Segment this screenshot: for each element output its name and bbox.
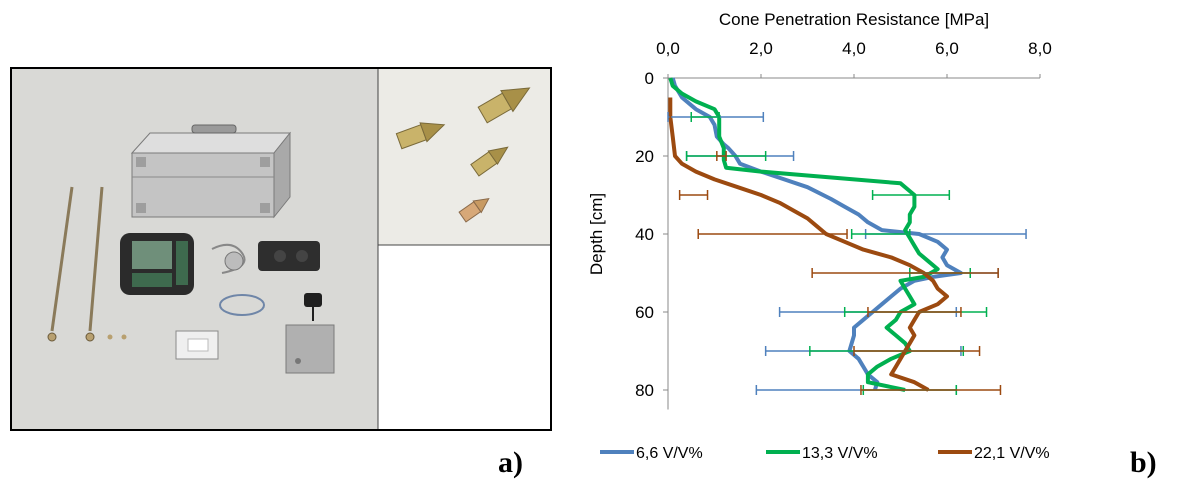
x-tick-labels: 0,0 2,0 4,0 6,0 8,0: [656, 39, 1052, 78]
error-bar-3: [697, 229, 848, 239]
error-bar-3: [678, 190, 709, 200]
accessories-icon: [219, 241, 322, 321]
error-bar-2: [690, 112, 720, 122]
legend-label: 6,6 V/V%: [636, 445, 703, 462]
x-tick-label: 2,0: [749, 39, 773, 58]
y-tick-labels: 0 20 40 60 80: [635, 69, 668, 400]
y-axis-title: Depth [cm]: [587, 193, 606, 275]
equipment-photo: [10, 67, 552, 431]
legend-label: 22,1 V/V%: [974, 445, 1050, 462]
error-bar-3: [860, 385, 1002, 395]
x-tick-label: 4,0: [842, 39, 866, 58]
penetrometer-rod-icon: [47, 186, 127, 342]
data-logger-icon: [120, 233, 246, 295]
panel-label-a: a): [498, 446, 523, 479]
y-tick-label: 80: [635, 381, 654, 400]
penetration-chart: Cone Penetration Resistance [MPa] 0,0 2,0…: [587, 10, 1052, 462]
y-tick-label: 20: [635, 147, 654, 166]
x-tick-label: 0,0: [656, 39, 680, 58]
error-bar-2: [871, 190, 951, 200]
base-plate-icon: [175, 324, 335, 374]
data-series: [668, 77, 963, 392]
series-line-2: [668, 77, 940, 392]
series-line-3: [668, 97, 949, 392]
x-axis-title: Cone Penetration Resistance [MPa]: [719, 10, 989, 29]
legend: 6,6 V/V% 13,3 V/V% 22,1 V/V%: [600, 445, 1050, 462]
cone-tip-icon: [395, 87, 531, 223]
legend-label: 13,3 V/V%: [802, 445, 878, 462]
y-tick-label: 60: [635, 303, 654, 322]
x-tick-label: 8,0: [1028, 39, 1052, 58]
y-tick-label: 40: [635, 225, 654, 244]
error-bar-2: [850, 229, 911, 239]
y-tick-label: 0: [645, 69, 654, 88]
error-bar-3: [716, 151, 727, 161]
x-tick-label: 6,0: [935, 39, 959, 58]
error-bar-3: [853, 346, 981, 356]
error-bars: [667, 112, 1027, 395]
panel-label-b: b): [1130, 446, 1157, 479]
error-bar-3: [867, 307, 962, 317]
instrument-case-icon: [130, 124, 292, 219]
error-bar-3: [811, 268, 999, 278]
